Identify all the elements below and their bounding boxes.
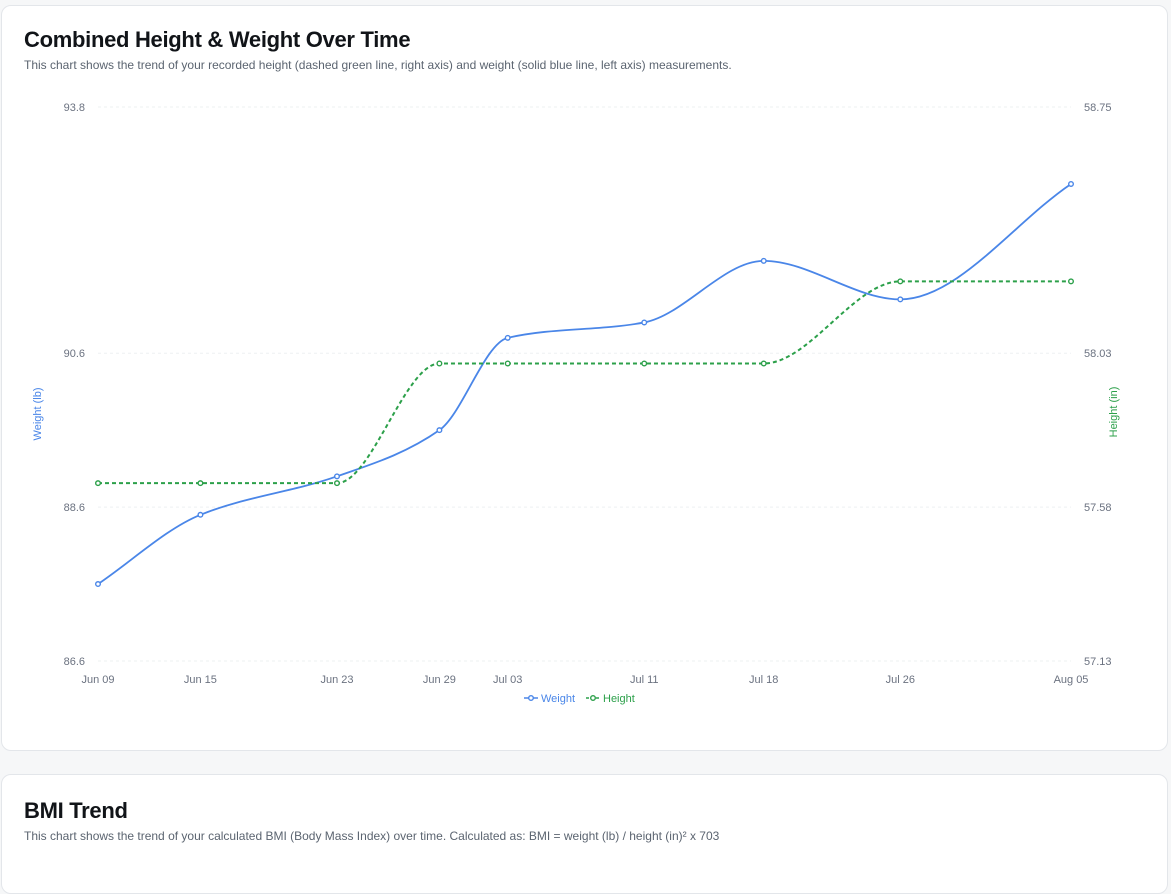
weight-data-point[interactable] [94, 581, 101, 588]
bmi-description: This chart shows the trend of your calcu… [24, 829, 720, 843]
weight-data-point[interactable] [760, 257, 767, 264]
height-data-point[interactable] [94, 480, 101, 487]
y-right-tick-label: 57.58 [1084, 502, 1112, 514]
height-series-line [98, 280, 1071, 485]
height-data-point[interactable] [197, 480, 204, 487]
y-right-tick-label: 57.13 [1084, 656, 1112, 668]
height-data-point[interactable] [333, 480, 340, 487]
weight-series-line [97, 183, 1072, 585]
weight-data-point[interactable] [897, 296, 904, 303]
y-left-axis-title: Weight (lb) [32, 388, 44, 441]
weight-data-point[interactable] [641, 319, 648, 326]
bmi-title: BMI Trend [24, 798, 128, 823]
combined-chart-card: Combined Height & Weight Over Time This … [1, 5, 1168, 751]
x-tick-label: Jul 18 [749, 674, 778, 686]
height-data-point[interactable] [436, 360, 443, 367]
legend-height-marker-icon[interactable] [590, 695, 597, 702]
y-right-tick-label: 58.75 [1084, 102, 1112, 114]
x-tick-label: Jul 03 [493, 674, 522, 686]
y-left-tick-label: 88.6 [64, 502, 85, 514]
weight-data-point[interactable] [333, 473, 340, 480]
chart-description: This chart shows the trend of your recor… [24, 58, 732, 72]
x-tick-label: Jun 23 [320, 674, 353, 686]
weight-data-point[interactable] [1067, 180, 1074, 187]
chart-title: Combined Height & Weight Over Time [24, 27, 411, 52]
x-tick-label: Jul 26 [886, 674, 915, 686]
y-right-tick-label: 58.03 [1084, 348, 1112, 360]
x-tick-label: Jul 11 [630, 674, 659, 686]
y-left-tick-label: 90.6 [64, 348, 85, 360]
y-right-axis-title: Height (in) [1108, 387, 1120, 438]
legend-height-label: Height [603, 693, 635, 705]
height-weight-chart: 86.6 88.6 90.6 93.8 57.13 57.58 58.03 58.75 Weig… [32, 102, 1120, 705]
weight-data-point[interactable] [436, 427, 443, 434]
height-data-point[interactable] [1067, 278, 1074, 285]
y-left-tick-label: 93.8 [64, 102, 85, 114]
height-data-point[interactable] [641, 360, 648, 367]
x-tick-label: Jun 29 [423, 674, 456, 686]
legend-weight-marker-icon[interactable] [528, 695, 535, 702]
y-left-tick-label: 86.6 [64, 656, 85, 668]
height-data-point[interactable] [760, 360, 767, 367]
legend-weight-label: Weight [541, 693, 575, 705]
x-tick-label: Jun 09 [81, 674, 114, 686]
x-tick-label: Jun 15 [184, 674, 217, 686]
x-tick-label: Aug 05 [1054, 674, 1089, 686]
height-data-point[interactable] [504, 360, 511, 367]
weight-data-point[interactable] [504, 334, 511, 341]
height-data-point[interactable] [897, 278, 904, 285]
weight-data-point[interactable] [197, 511, 204, 518]
bmi-chart-card: BMI Trend This chart shows the trend of … [1, 774, 1168, 894]
